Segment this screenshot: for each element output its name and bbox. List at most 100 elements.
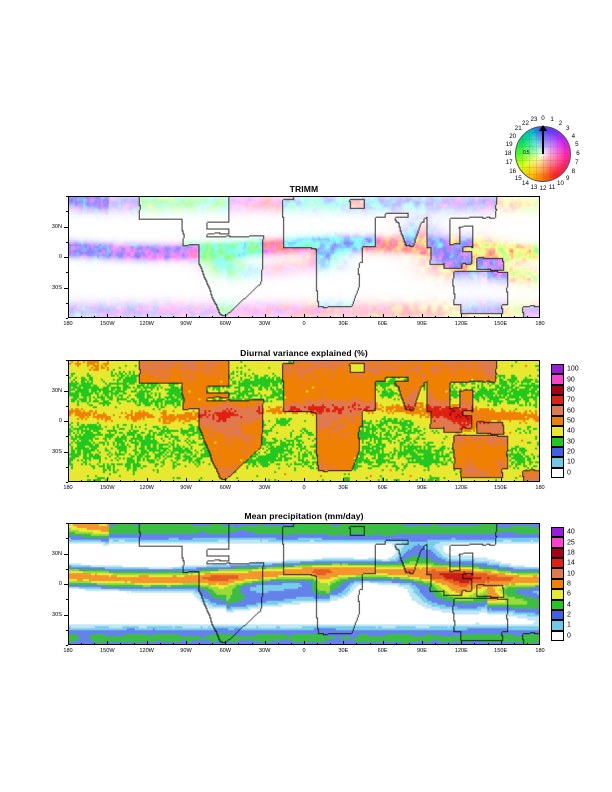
x-tick-label: 90W <box>180 321 192 327</box>
x-tick-minor <box>395 642 397 645</box>
diurnal-phase-color-wheel: 0.5 0 1 2 3 4 5 6 7 8 9 10 11 12 13 14 15 16 17 18 19 20 21 22… <box>487 112 591 198</box>
x-tick-minor <box>251 642 253 645</box>
x-tick-label: 90E <box>417 648 427 654</box>
x-tick <box>68 641 69 645</box>
x-tick-minor <box>474 479 476 482</box>
color-wheel-arrow-icon <box>539 125 547 154</box>
colorbar-label: 50 <box>567 417 575 425</box>
x-tick <box>186 641 187 645</box>
x-tick-minor <box>513 642 515 645</box>
y-tick-minor <box>65 436 68 437</box>
colorbar-label: 60 <box>567 407 575 415</box>
colorbar-label: 20 <box>567 448 575 456</box>
colorbar-label: 25 <box>567 539 575 547</box>
color-wheel-hour-2: 2 <box>558 119 563 127</box>
colorbar-label: 10 <box>567 570 575 578</box>
colorbar-label: 80 <box>567 386 575 394</box>
x-tick-minor <box>94 642 95 645</box>
colorbar-label: 40 <box>567 427 575 435</box>
x-tick-label: 180 <box>63 648 73 654</box>
map-raster-mean-precipitation <box>69 524 539 644</box>
x-tick-label: 150W <box>100 321 115 327</box>
color-wheel-hour-14: 14 <box>522 180 529 188</box>
y-tick-minor <box>65 523 68 524</box>
x-tick-label: 180 <box>535 648 545 654</box>
color-wheel-hour-19: 19 <box>505 140 513 148</box>
x-tick-minor <box>330 315 331 318</box>
panel-title-diurnal-variance: Diurnal variance explained (%) <box>240 348 368 358</box>
color-wheel-hour-12: 12 <box>539 184 547 192</box>
colorbar-label: 2 <box>567 611 571 619</box>
map-area-diurnal-variance <box>68 360 540 482</box>
x-tick-minor <box>474 315 476 318</box>
color-wheel-hour-15: 15 <box>514 174 522 182</box>
x-tick <box>343 641 345 645</box>
colorbar-swatch <box>551 457 564 468</box>
x-tick <box>343 314 345 318</box>
x-tick-label: 120W <box>139 485 154 491</box>
x-tick-minor <box>120 315 122 318</box>
colorbar-label: 1 <box>567 621 571 629</box>
colorbar-swatch <box>551 599 564 610</box>
x-tick-label: 90W <box>180 485 192 491</box>
y-tick-minor <box>65 584 68 585</box>
colorbar-swatch <box>551 547 564 559</box>
y-tick-label: 0 <box>58 581 62 587</box>
colorbar-swatch <box>551 384 564 396</box>
y-tick-minor <box>65 553 68 555</box>
x-tick-minor <box>172 642 174 645</box>
x-tick-label: 30W <box>258 485 271 491</box>
y-tick-minor <box>65 451 68 453</box>
x-tick-minor <box>369 479 371 482</box>
x-tick-minor <box>330 642 331 645</box>
y-tick-minor <box>65 482 68 483</box>
x-tick <box>422 478 423 482</box>
x-tick-minor <box>448 642 449 645</box>
x-tick <box>68 478 69 482</box>
x-tick-minor <box>317 315 318 318</box>
x-tick-label: 60E <box>377 648 388 654</box>
y-tick-label: 30N <box>51 387 62 394</box>
x-tick-label: 150W <box>100 485 115 491</box>
colorbar-label: 70 <box>567 396 575 404</box>
x-tick-minor <box>330 479 331 482</box>
colorbar-label: 10 <box>567 458 575 466</box>
x-tick-minor <box>81 315 82 318</box>
x-tick-minor <box>369 642 371 645</box>
x-tick <box>304 641 305 645</box>
x-tick <box>264 641 266 645</box>
panel-title-mean-precipitation: Mean precipitation (mm/day) <box>244 511 364 521</box>
y-tick-label: 30S <box>52 284 62 291</box>
x-tick-minor <box>212 479 213 482</box>
x-tick-minor <box>133 479 135 482</box>
y-tick-minor <box>65 226 68 228</box>
x-tick-label: 120W <box>139 648 154 654</box>
x-tick-label: 120E <box>454 648 468 654</box>
colorbar-swatch <box>551 609 564 621</box>
x-tick-label: 60W <box>219 321 232 327</box>
variance-colorbar: 100 90 80 70 60 50 40 30 20 10 0 <box>551 364 611 478</box>
map-area-trimm <box>68 196 540 318</box>
x-tick-label: 120W <box>139 321 154 327</box>
colorbar-swatch <box>551 374 564 385</box>
colorbar-swatch <box>551 620 564 631</box>
color-wheel-hour-11: 11 <box>548 183 556 191</box>
y-tick-label: 30N <box>51 223 62 230</box>
x-tick-minor <box>172 315 174 318</box>
colorbar-swatch <box>551 426 564 437</box>
x-tick <box>225 314 227 318</box>
x-tick-label: 150E <box>494 321 508 327</box>
x-tick <box>500 314 502 318</box>
colorbar-label: 18 <box>567 549 575 557</box>
y-tick-label: 0 <box>58 418 62 424</box>
x-tick-minor <box>251 479 253 482</box>
x-tick <box>422 641 423 645</box>
x-tick-label: 150E <box>494 648 508 654</box>
y-tick-minor <box>65 466 68 468</box>
x-tick-label: 150W <box>100 648 115 654</box>
x-tick <box>146 314 148 318</box>
x-tick-minor <box>356 479 358 482</box>
x-tick-minor <box>487 315 489 318</box>
x-tick <box>422 314 423 318</box>
